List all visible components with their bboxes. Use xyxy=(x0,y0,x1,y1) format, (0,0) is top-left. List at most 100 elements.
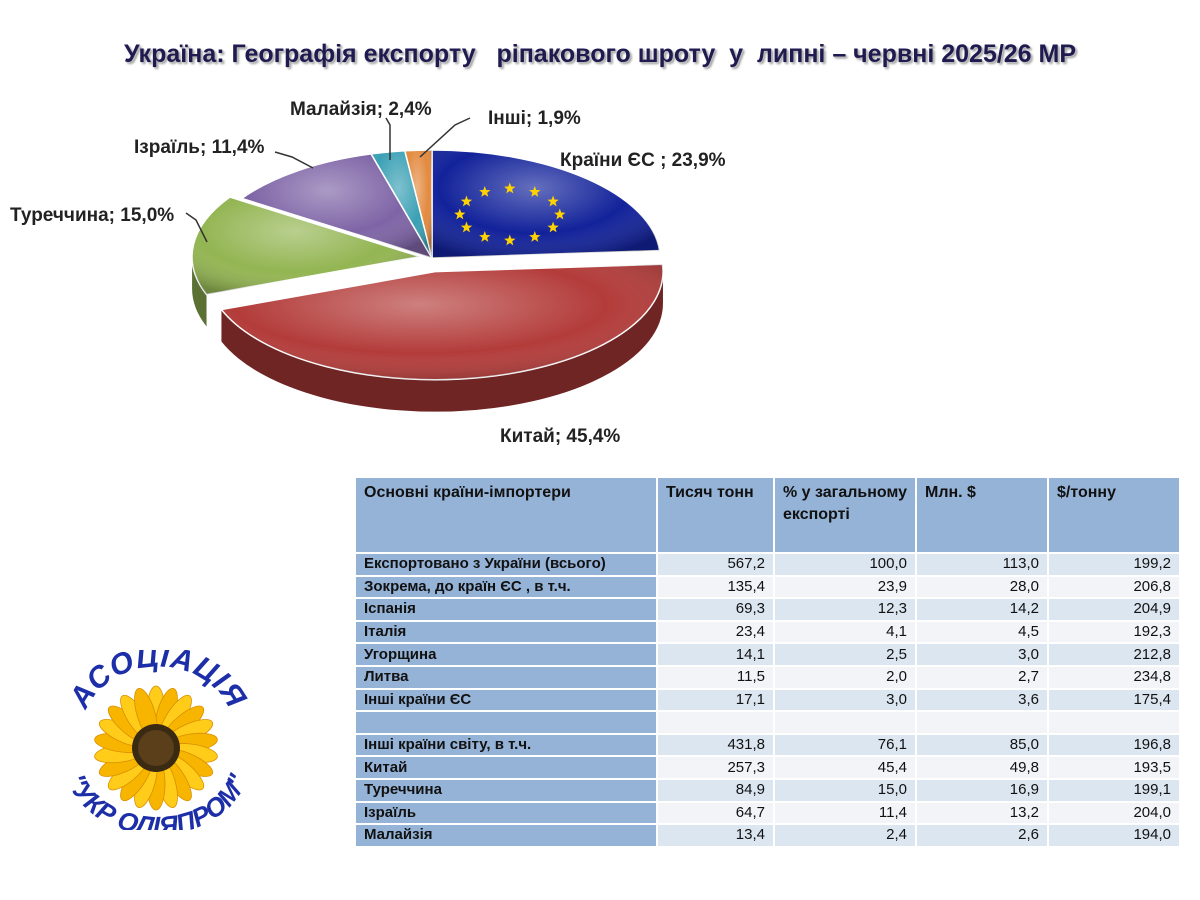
value-cell: 76,1 xyxy=(775,734,915,756)
ukroliyaprom-logo: АСОЦІАЦІЯ "УКР ОЛІЯПРОМ" xyxy=(61,650,253,830)
value-cell: 567,2 xyxy=(658,554,773,575)
country-cell: Малайзія xyxy=(356,825,656,846)
value-cell: 13,4 xyxy=(658,825,773,846)
value-cell: 49,8 xyxy=(917,757,1047,778)
slice-label-others: Інші; 1,9% xyxy=(488,108,581,129)
value-cell: 2,7 xyxy=(917,666,1047,688)
country-cell: Інші країни світу, в т.ч. xyxy=(356,734,656,756)
country-cell: Експортовано з України (всього) xyxy=(356,554,656,575)
country-cell: Туреччина xyxy=(356,779,656,801)
table-row: Ізраїль 64,7 11,4 13,2 204,0 xyxy=(356,802,1179,824)
leader-line-turkey xyxy=(185,212,208,243)
value-cell: 431,8 xyxy=(658,734,773,756)
value-cell: 17,1 xyxy=(658,689,773,711)
slice-label-israel: Ізраїль; 11,4% xyxy=(134,137,265,158)
table-header-row: Основні країни-імпортери Тисяч тонн % у … xyxy=(356,478,1179,552)
value-cell xyxy=(658,712,773,733)
value-cell: 11,4 xyxy=(775,802,915,824)
eu-star-icon xyxy=(554,208,566,220)
value-cell: 206,8 xyxy=(1049,576,1179,598)
value-cell: 3,0 xyxy=(917,644,1047,665)
value-cell: 3,6 xyxy=(917,689,1047,711)
table-row: Китай 257,3 45,4 49,8 193,5 xyxy=(356,757,1179,778)
value-cell: 194,0 xyxy=(1049,825,1179,846)
country-cell: Литва xyxy=(356,666,656,688)
country-cell: Китай xyxy=(356,757,656,778)
pie-slice-highlight xyxy=(404,150,432,258)
eu-star-icon xyxy=(460,195,473,207)
value-cell: 234,8 xyxy=(1049,666,1179,688)
leader-line-malaysia xyxy=(385,117,391,160)
value-cell: 2,5 xyxy=(775,644,915,665)
value-cell: 135,4 xyxy=(658,576,773,598)
value-cell: 175,4 xyxy=(1049,689,1179,711)
value-cell: 257,3 xyxy=(658,757,773,778)
export-table: Основні країни-імпортери Тисяч тонн % у … xyxy=(354,476,1179,848)
pie-slice-highlight xyxy=(192,197,421,295)
table-row: Іспанія 69,3 12,3 14,2 204,9 xyxy=(356,599,1179,620)
eu-star-icon xyxy=(479,231,491,242)
value-cell: 14,2 xyxy=(917,599,1047,620)
value-cell: 2,0 xyxy=(775,666,915,688)
value-cell: 14,1 xyxy=(658,644,773,665)
eu-star-icon xyxy=(529,231,541,242)
country-cell: Ізраїль xyxy=(356,802,656,824)
column-header-share: % у загальному експорті xyxy=(775,478,915,552)
pie-slice-side xyxy=(221,271,663,412)
slice-label-china: Китай; 45,4% xyxy=(500,426,620,447)
slice-label-malaysia: Малайзія; 2,4% xyxy=(290,99,432,120)
value-cell: 64,7 xyxy=(658,802,773,824)
value-cell: 4,1 xyxy=(775,621,915,643)
value-cell: 199,2 xyxy=(1049,554,1179,575)
value-cell: 113,0 xyxy=(917,554,1047,575)
table-row: Литва 11,5 2,0 2,7 234,8 xyxy=(356,666,1179,688)
value-cell: 23,4 xyxy=(658,621,773,643)
pie-slice-highlight xyxy=(241,153,432,258)
value-cell: 2,6 xyxy=(917,825,1047,846)
value-cell: 212,8 xyxy=(1049,644,1179,665)
value-cell: 85,0 xyxy=(917,734,1047,756)
value-cell: 100,0 xyxy=(775,554,915,575)
value-cell: 11,5 xyxy=(658,666,773,688)
slice-label-turkey: Туреччина; 15,0% xyxy=(10,205,174,226)
value-cell: 204,0 xyxy=(1049,802,1179,824)
value-cell: 84,9 xyxy=(658,779,773,801)
slice-label-eu: Країни ЄС ; 23,9% xyxy=(560,150,726,171)
eu-star-icon xyxy=(504,182,516,194)
value-cell: 199,1 xyxy=(1049,779,1179,801)
eu-star-icon xyxy=(460,221,473,233)
eu-star-icon xyxy=(479,186,491,197)
pie-slice-highlight xyxy=(432,150,660,258)
value-cell: 28,0 xyxy=(917,576,1047,598)
page-title: Україна: Географія експорту ріпакового ш… xyxy=(123,40,1077,68)
table-row xyxy=(356,712,1179,733)
table-row: Італія 23,4 4,1 4,5 192,3 xyxy=(356,621,1179,643)
value-cell xyxy=(1049,712,1179,733)
value-cell: 23,9 xyxy=(775,576,915,598)
country-cell: Зокрема, до країн ЄС , в т.ч. xyxy=(356,576,656,598)
eu-star-icon xyxy=(547,221,559,233)
eu-star-icon xyxy=(504,234,516,246)
value-cell: 16,9 xyxy=(917,779,1047,801)
value-cell: 192,3 xyxy=(1049,621,1179,643)
column-header-usd-per-ton: $/тонну xyxy=(1049,478,1179,552)
value-cell: 45,4 xyxy=(775,757,915,778)
country-cell: Інші країни ЄС xyxy=(356,689,656,711)
eu-star-icon xyxy=(547,195,559,207)
value-cell: 15,0 xyxy=(775,779,915,801)
column-header-thousand-tons: Тисяч тонн xyxy=(658,478,773,552)
table-row: Інші країни світу, в т.ч. 431,8 76,1 85,0 19… xyxy=(356,734,1179,756)
eu-star-icon xyxy=(454,208,466,220)
pie-chart: Країни ЄС ; 23,9% Китай; 45,4% Туреччина… xyxy=(10,99,726,447)
table-row: Інші країни ЄС 17,1 3,0 3,6 175,4 xyxy=(356,689,1179,711)
value-cell: 2,4 xyxy=(775,825,915,846)
value-cell: 69,3 xyxy=(658,599,773,620)
table-row: Експортовано з України (всього) 567,2 100,… xyxy=(356,554,1179,575)
value-cell xyxy=(917,712,1047,733)
table-row: Туреччина 84,9 15,0 16,9 199,1 xyxy=(356,779,1179,801)
column-header-million-usd: Млн. $ xyxy=(917,478,1047,552)
leader-line-others xyxy=(419,117,471,158)
value-cell: 13,2 xyxy=(917,802,1047,824)
value-cell: 4,5 xyxy=(917,621,1047,643)
country-cell: Угорщина xyxy=(356,644,656,665)
